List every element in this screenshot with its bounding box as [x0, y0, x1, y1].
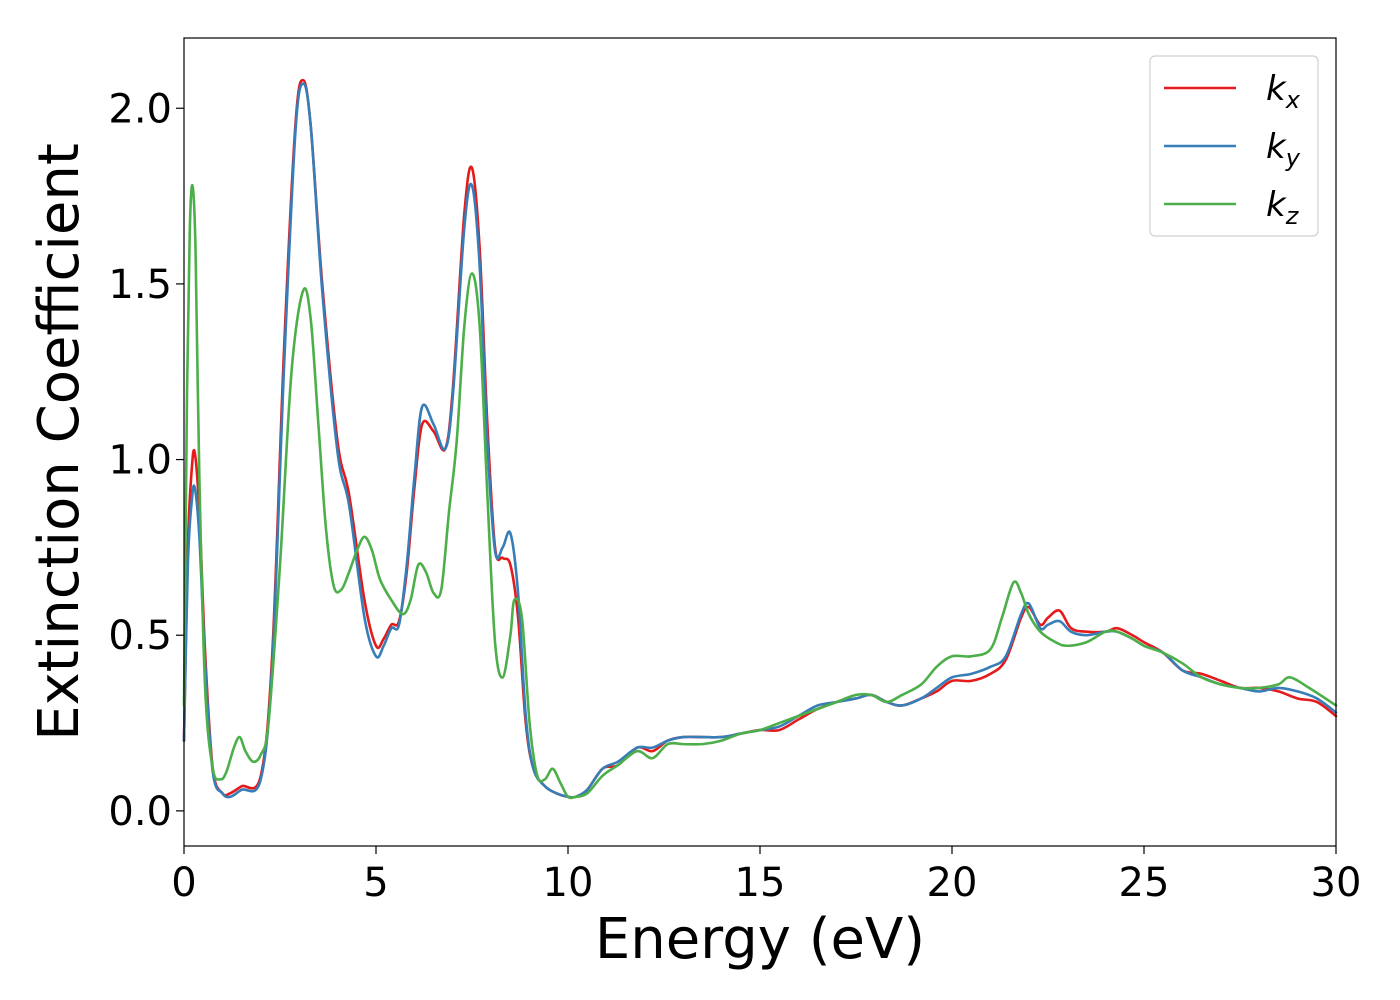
y-axis-label: Extinction Coefficient: [27, 143, 92, 741]
legend-label-x: kx: [1266, 69, 1301, 114]
x-tick-label: 10: [543, 860, 594, 906]
y-tick-label: 2.0: [108, 86, 172, 132]
legend-label-y: ky: [1266, 127, 1301, 172]
x-tick-label: 15: [735, 860, 786, 906]
legend-label-base: k: [1266, 127, 1287, 167]
series-line-z: [182, 183, 1338, 800]
legend-label-base: k: [1266, 185, 1287, 225]
x-tick-label: 5: [363, 860, 388, 906]
series-layer: [182, 78, 1338, 800]
y-tick-label: 1.0: [108, 438, 172, 484]
legend-label-z: kz: [1266, 185, 1300, 230]
x-tick-label: 30: [1311, 860, 1362, 906]
y-tick-label: 1.5: [108, 262, 172, 308]
legend-label-subscript: z: [1285, 202, 1300, 230]
y-axis-ticks: 0.0 0.5 1.0 1.5 2.0: [108, 86, 184, 835]
x-axis-ticks: 0 5 10 15 20 25 30: [171, 846, 1361, 906]
legend-label-subscript: x: [1285, 86, 1301, 114]
x-tick-label: 0: [171, 860, 196, 906]
x-tick-label: 20: [927, 860, 978, 906]
plot-area-background: [184, 38, 1336, 846]
y-tick-label: 0.0: [108, 789, 172, 835]
x-axis-label: Energy (eV): [595, 907, 925, 972]
series-line-y: [182, 82, 1338, 799]
x-tick-label: 25: [1119, 860, 1170, 906]
legend-label-subscript: y: [1285, 144, 1301, 172]
legend-label-base: k: [1266, 69, 1287, 109]
y-tick-label: 0.5: [108, 613, 172, 659]
